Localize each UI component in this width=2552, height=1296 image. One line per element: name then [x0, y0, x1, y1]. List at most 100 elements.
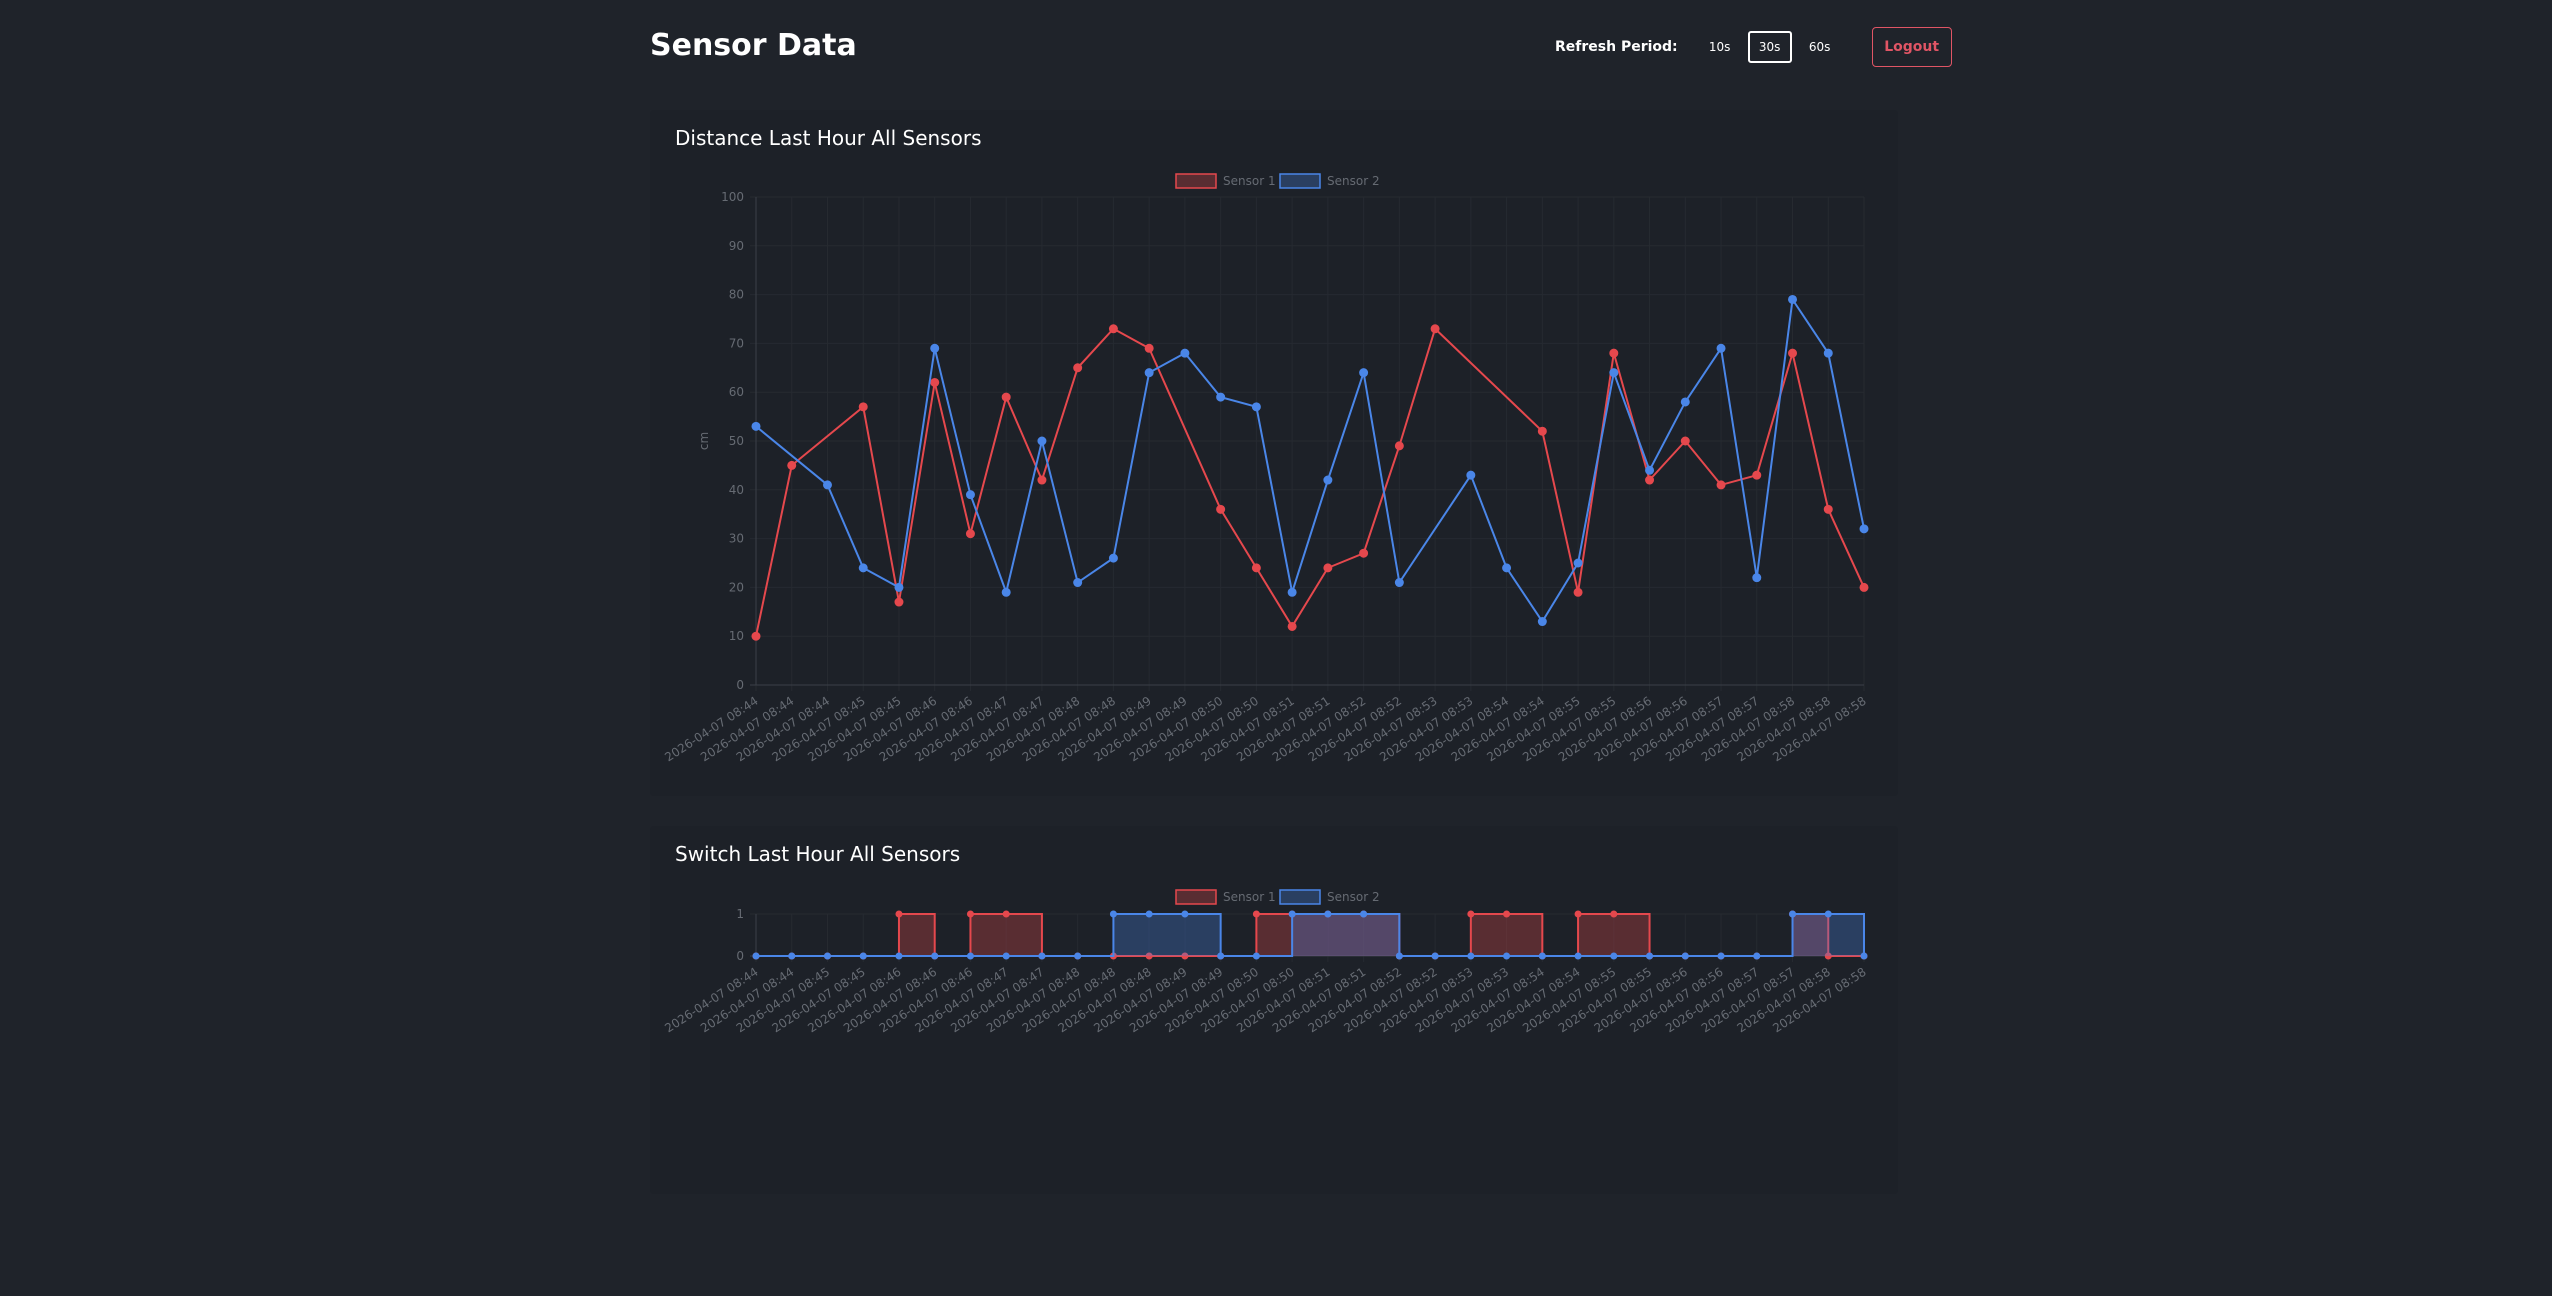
series-2-point [752, 952, 760, 960]
series-2-fill [1292, 914, 1328, 956]
series-2-point [1716, 343, 1726, 353]
series-1-point [1251, 563, 1261, 573]
refresh-60s-button[interactable]: 60s [1798, 31, 1842, 63]
legend-label-1: Sensor 1 [1223, 174, 1276, 188]
y-tick-label: 1 [736, 907, 744, 921]
series-2-point [1395, 952, 1403, 960]
series-1-point [1716, 480, 1726, 490]
y-tick-label: 30 [729, 532, 744, 546]
y-tick-label: 60 [729, 385, 744, 399]
series-2-point [1074, 952, 1082, 960]
series-1-point [1073, 363, 1083, 373]
series-1-line [755, 326, 1865, 637]
series-2-point [1681, 952, 1689, 960]
distance-chart: Sensor 1 Sensor 2 0 10 20 30 40 50 60 70 80 90 100 cm… [662, 173, 1869, 764]
refresh-period-label: Refresh Period: [1555, 39, 1678, 55]
logout-button[interactable]: Logout [1871, 27, 1952, 67]
switch-chart-title: Switch Last Hour All Sensors [675, 842, 961, 866]
legend-swatch-1 [1175, 889, 1217, 905]
series-2-fill [1792, 914, 1829, 956]
legend-swatch-2 [1279, 889, 1321, 905]
series-2-point [1217, 952, 1225, 960]
series-1-point [1609, 348, 1619, 358]
series-1-point [1573, 587, 1583, 597]
series-2-fill [1149, 914, 1185, 956]
series-1-point [1467, 910, 1475, 918]
series-2-point [1359, 368, 1369, 378]
series-2-point [1466, 470, 1476, 480]
series-2-point [1609, 368, 1619, 378]
series-1-point [1037, 475, 1047, 485]
series-2-point [1646, 952, 1654, 960]
legend-swatch-2 [1279, 173, 1321, 189]
series-1-fill [1006, 914, 1042, 956]
series-1-point [1001, 392, 1011, 402]
refresh-controls: Refresh Period: 10s 30s 60s Logout [1555, 27, 1952, 67]
y-tick-label: 0 [736, 678, 744, 692]
distance-chart-title: Distance Last Hour All Sensors [675, 126, 982, 150]
series-2-point [1002, 952, 1010, 960]
series-2-point [1324, 910, 1332, 918]
legend-label-1: Sensor 1 [1223, 890, 1276, 904]
legend-label-2: Sensor 2 [1327, 174, 1380, 188]
series-1-point [1859, 582, 1869, 592]
series-2-point [1109, 910, 1117, 918]
series-1-fill [1578, 914, 1614, 956]
series-1-point [1323, 563, 1333, 573]
y-tick-label: 0 [736, 949, 744, 963]
series-2-point [895, 952, 903, 960]
series-2-fill [1113, 914, 1150, 956]
series-1-point [894, 597, 904, 607]
series-1-point [1144, 343, 1154, 353]
series-1-point [787, 460, 797, 470]
series-2-point [1252, 952, 1260, 960]
y-axis-title: cm [697, 432, 711, 450]
series-1-point [1788, 348, 1798, 358]
series-1-point [1002, 910, 1010, 918]
distance-chart-card: Distance Last Hour All Sensors Sensor 1 S… [650, 110, 1898, 796]
series-2-line [755, 296, 1865, 624]
series-2-point [1753, 952, 1761, 960]
series-1-point [1824, 952, 1832, 960]
series-1-point [1645, 475, 1655, 485]
y-tick-label: 80 [729, 288, 744, 302]
series-2-point [1394, 578, 1404, 588]
series-1-point [1823, 504, 1833, 514]
y-tick-label: 40 [729, 483, 744, 497]
series-2-point [1144, 368, 1154, 378]
series-2-line [756, 913, 1865, 957]
series-2-point [1038, 952, 1046, 960]
series-1-point [1145, 952, 1153, 960]
series-1-fill [1613, 914, 1650, 956]
series-2-fill [1363, 914, 1400, 956]
series-2-point [1860, 952, 1868, 960]
series-1-point [1287, 621, 1297, 631]
series-1-fill [1363, 914, 1400, 956]
series-2-point [1251, 402, 1261, 412]
refresh-30s-button[interactable]: 30s [1747, 31, 1792, 63]
y-tick-label: 90 [729, 239, 744, 253]
series-1-point [1181, 952, 1189, 960]
series-2-point [1680, 397, 1690, 407]
series-2-point [930, 343, 940, 353]
series-1-point [930, 377, 940, 387]
series-2-point [859, 952, 867, 960]
series-1-fill [1792, 914, 1829, 956]
series-2-point [1180, 348, 1190, 358]
series-1-point [966, 910, 974, 918]
series-1-point [1610, 910, 1618, 918]
series-2-point [1537, 617, 1547, 627]
series-2-point [1789, 910, 1797, 918]
series-2-point [1573, 558, 1583, 568]
switch-chart-card: Switch Last Hour All Sensors Sensor 1 Sen… [650, 826, 1898, 1194]
legend-label-2: Sensor 2 [1327, 890, 1380, 904]
series-1-point [1537, 426, 1547, 436]
series-2-point [1752, 573, 1762, 583]
series-2-point [1323, 475, 1333, 485]
series-2-point [1181, 910, 1189, 918]
series-1-point [1503, 910, 1511, 918]
series-2-point [788, 952, 796, 960]
refresh-10s-button[interactable]: 10s [1698, 31, 1742, 63]
series-1-fill [1292, 914, 1328, 956]
series-2-point [1001, 587, 1011, 597]
